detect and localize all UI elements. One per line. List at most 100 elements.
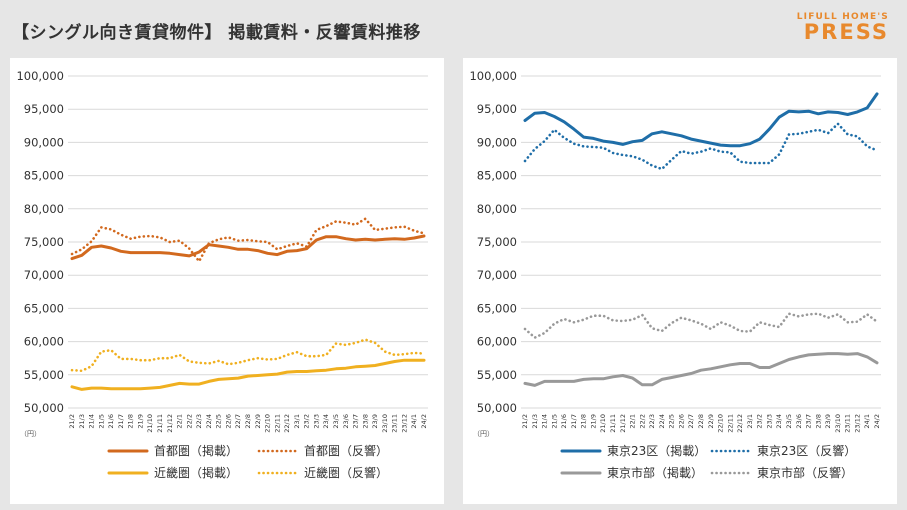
right-xtick-label: 22/8 (697, 414, 705, 429)
left-xtick-label: 23/11 (391, 414, 399, 433)
right-xtick-label: 22/7 (687, 414, 695, 429)
left-series-1-inquiry-line (70, 217, 426, 263)
left-series-0-listed-line (70, 234, 426, 261)
left-xtick-label: 22/1 (176, 414, 184, 429)
right-legend-swatch (710, 449, 752, 452)
right-xtick-label: 23/3 (765, 414, 773, 429)
right-legend-item: 東京23区（反響） (709, 442, 856, 459)
right-ytick-label: 55,000 (477, 368, 517, 382)
right-xtick-label: 21/12 (619, 414, 627, 433)
right-ytick-label: 75,000 (477, 235, 517, 249)
legend-right: 東京23区（掲載） 東京23区（反響） 東京市部（掲載） 東京市部（反響） (463, 58, 897, 504)
right-xtick-label: 21/11 (609, 414, 617, 433)
left-xtick-label: 21/9 (136, 414, 144, 429)
brand-logo: LIFULL HOME'S PRESS (797, 12, 889, 44)
right-xtick-label: 23/8 (814, 414, 822, 429)
right-xtick-label: 22/6 (677, 414, 685, 429)
right-legend-swatch (560, 449, 602, 452)
right-xtick-label: 22/5 (668, 414, 676, 429)
right-xtick-label: 21/9 (589, 414, 597, 429)
left-legend-label: 首都圏（掲載） (154, 444, 239, 458)
left-xtick-label: 23/5 (332, 414, 340, 429)
right-xtick-label: 21/6 (560, 414, 568, 429)
left-ytick-label: 95,000 (24, 102, 64, 116)
right-xtick-label: 22/1 (629, 414, 637, 429)
right-legend-item: 東京市部（掲載） (559, 464, 703, 481)
left-xtick-label: 22/3 (195, 414, 203, 429)
right-xtick-label: 23/4 (775, 414, 783, 429)
right-xtick-label: 23/12 (853, 414, 861, 433)
right-legend-item: 東京23区（掲載） (559, 442, 706, 459)
left-legend-item: 近畿圏（反響） (256, 464, 388, 481)
right-xtick-label: 23/7 (805, 414, 813, 429)
left-xtick-label: 22/2 (185, 414, 193, 429)
left-xtick-label: 22/11 (273, 414, 281, 433)
left-xtick-label: 24/1 (410, 414, 418, 429)
right-ytick-label: 90,000 (477, 135, 517, 149)
left-xtick-label: 21/8 (127, 414, 135, 429)
left-ytick-label: 60,000 (24, 335, 64, 349)
left-xtick-label: 22/10 (264, 414, 272, 433)
left-xtick-label: 21/10 (146, 414, 154, 433)
left-xtick-label: 21/3 (78, 414, 86, 429)
right-series-0-listed-line (523, 92, 879, 148)
right-xtick-label: 23/9 (824, 414, 832, 429)
left-xtick-label: 22/4 (205, 414, 213, 429)
right-legend-swatch (710, 471, 752, 474)
left-xtick-label: 22/7 (234, 414, 242, 429)
left-ytick-label: 55,000 (24, 368, 64, 382)
right-xtick-label: 21/2 (521, 414, 529, 429)
right-ytick-label: 100,000 (469, 69, 517, 83)
right-xtick-label: 23/10 (834, 414, 842, 433)
left-xtick-label: 23/6 (342, 414, 350, 429)
left-ytick-label: 65,000 (24, 301, 64, 315)
right-xtick-label: 23/1 (746, 414, 754, 429)
right-legend-label: 東京23区（掲載） (607, 444, 707, 458)
left-legend-item: 首都圏（反響） (256, 442, 388, 459)
left-ytick-label: 50,000 (24, 401, 64, 415)
right-xtick-label: 21/4 (541, 414, 549, 429)
left-xtick-label: 23/4 (322, 414, 330, 429)
left-xtick-label: 21/12 (166, 414, 174, 433)
right-series-3-inquiry-line (523, 312, 879, 339)
right-series-1-inquiry-line (523, 122, 879, 171)
right-xtick-label: 23/2 (756, 414, 764, 429)
left-legend-swatch (257, 471, 299, 474)
left-legend-item: 近畿圏（掲載） (106, 464, 238, 481)
left-xtick-label: 21/2 (68, 414, 76, 429)
left-series-2-listed-line (70, 358, 426, 391)
right-xtick-label: 21/3 (531, 414, 539, 429)
left-xtick-label: 21/5 (97, 414, 105, 429)
right-xtick-label: 23/5 (785, 414, 793, 429)
right-legend-label: 東京市部（掲載） (607, 466, 704, 480)
chart-panel-left: 50,000 55,000 60,000 65,000 70,000 75,000 80,0… (10, 58, 444, 504)
right-ytick-label: 70,000 (477, 268, 517, 282)
left-y-unit: （円） (20, 430, 41, 438)
right-y-unit: （円） (473, 430, 494, 438)
chart-left: 50,000 55,000 60,000 65,000 70,000 75,000 80,0… (16, 69, 428, 438)
left-legend-swatch (107, 449, 149, 452)
right-xtick-label: 21/7 (570, 414, 578, 429)
chart-panel-right: 50,000 55,000 60,000 65,000 70,000 75,000 80,0… (463, 58, 897, 504)
left-xtick-label: 23/1 (293, 414, 301, 429)
left-xtick-label: 24/2 (420, 414, 428, 429)
left-ytick-label: 75,000 (24, 235, 64, 249)
right-ytick-label: 50,000 (477, 401, 517, 415)
left-xtick-label: 21/4 (88, 414, 96, 429)
right-series-2-listed-line (523, 352, 879, 387)
legend-left: 首都圏（掲載） 首都圏（反響） 近畿圏（掲載） 近畿圏（反響） (10, 58, 444, 504)
right-xtick-label: 24/1 (863, 414, 871, 429)
left-xtick-label: 23/3 (312, 414, 320, 429)
right-xtick-label: 23/6 (795, 414, 803, 429)
right-xtick-label: 24/2 (873, 414, 881, 429)
right-xtick-label: 22/2 (638, 414, 646, 429)
left-legend-item: 首都圏（掲載） (106, 442, 238, 459)
left-xtick-label: 21/11 (156, 414, 164, 433)
right-ytick-label: 85,000 (477, 169, 517, 183)
logo-main-text: PRESS (803, 20, 889, 44)
right-xtick-label: 22/12 (736, 414, 744, 433)
right-legend-swatch (560, 471, 602, 474)
right-xtick-label: 22/10 (717, 414, 725, 433)
left-ytick-label: 100,000 (16, 69, 64, 83)
left-ytick-label: 70,000 (24, 268, 64, 282)
